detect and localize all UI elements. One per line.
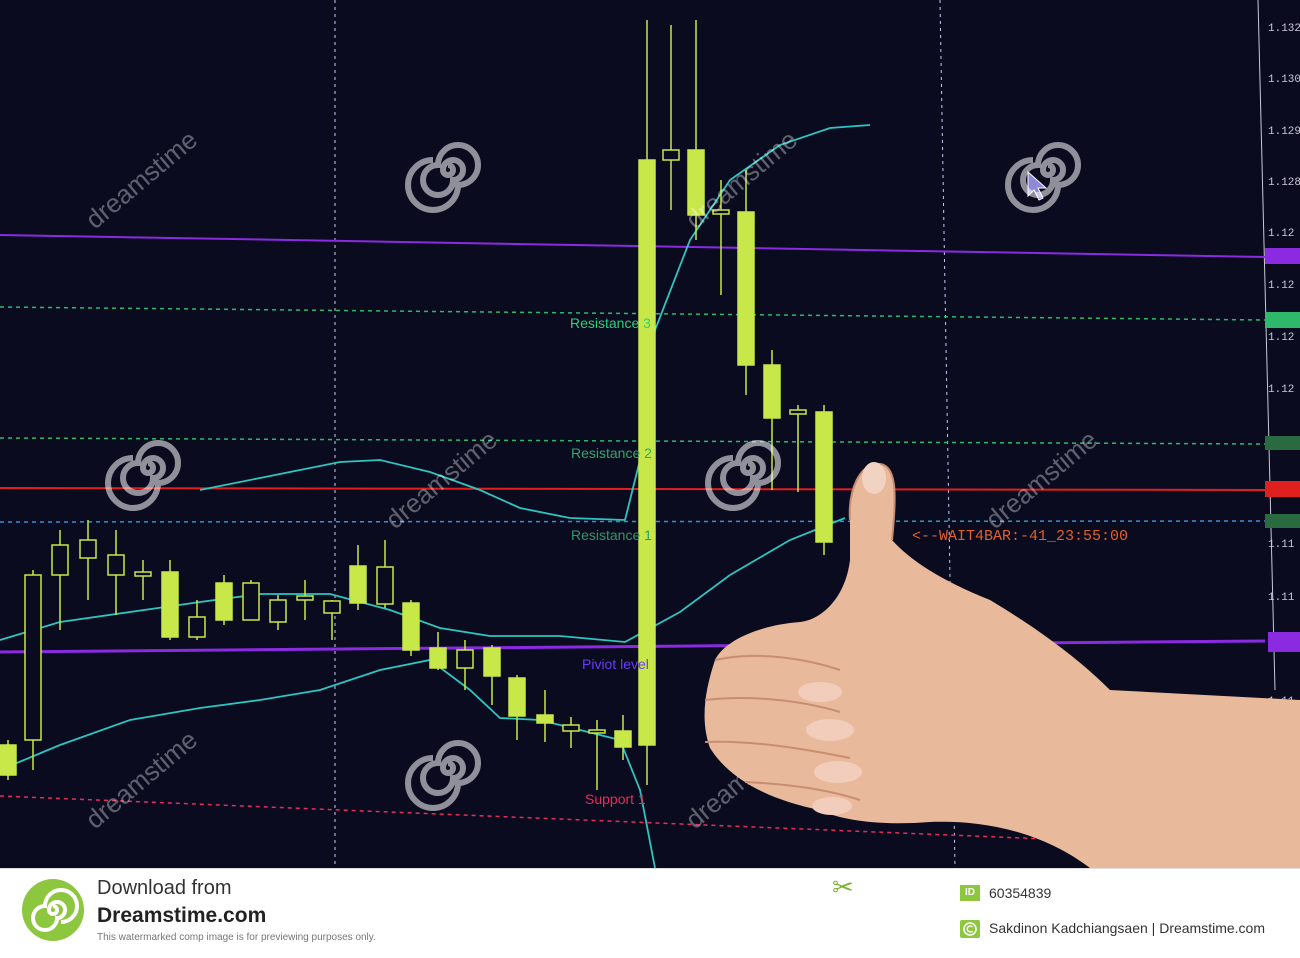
candle-body — [349, 565, 367, 604]
bollinger-middle-band — [0, 517, 846, 643]
candle-body — [687, 149, 705, 216]
resistance-1-line — [0, 520, 1266, 523]
price-tick-label: 1.129 — [1268, 126, 1300, 138]
candle-body — [536, 714, 554, 724]
watermark-spiral-icon — [405, 740, 481, 811]
candle-body — [269, 599, 287, 623]
watermark-spiral-icon — [105, 440, 181, 511]
watermark-text: dreamstime — [80, 724, 203, 834]
site-name-label[interactable]: Dreamstime.com — [97, 904, 267, 927]
price-tick-label: 1.12 — [1268, 332, 1294, 344]
scissors-icon: ✂ — [832, 872, 854, 902]
candle-body — [712, 209, 730, 215]
price-tick-label: 1.12 — [1268, 228, 1294, 240]
price-chart: Resistance 3 Resistance 2 Resistance 1 P… — [0, 0, 1300, 868]
price-tick-label: 1.132 — [1268, 23, 1300, 35]
watermark-spiral-icon — [405, 142, 481, 213]
price-tick-label: 1.130 — [1268, 74, 1300, 86]
candle-body — [215, 582, 233, 621]
bollinger-upper-band — [199, 124, 871, 521]
candle-body — [376, 566, 394, 605]
candle-body — [107, 554, 125, 576]
watermark-text: dreamstime — [80, 124, 203, 234]
price-scale-border — [1257, 0, 1276, 691]
support-1-line — [0, 795, 1266, 849]
candle-body — [508, 677, 526, 717]
download-from-label: Download from — [97, 877, 232, 899]
candle-body — [815, 411, 833, 543]
trading-screen: Resistance 3 Resistance 2 Resistance 1 P… — [0, 0, 1300, 868]
candle-body — [296, 595, 314, 601]
candle-body — [763, 364, 781, 419]
candle-body — [456, 649, 474, 669]
candle-body — [483, 647, 501, 677]
watermark-text: dreamstime — [980, 424, 1103, 534]
price-tag-pivot — [1268, 632, 1300, 652]
candle-body — [51, 544, 69, 576]
watermark-text: dreamstime — [380, 424, 503, 534]
price-tag-red — [1265, 481, 1300, 497]
price-tag-purple — [1265, 248, 1300, 264]
pivot-level-line — [0, 639, 1266, 654]
id-badge-icon: ID — [960, 885, 980, 901]
candle-body — [242, 582, 260, 621]
price-tag-dark-green — [1265, 436, 1300, 450]
resistance-3-label: Resistance 3 — [570, 315, 651, 331]
candle-body — [429, 647, 447, 669]
resistance-2-line — [0, 437, 1266, 445]
price-tick-label: 1.128 — [1268, 177, 1300, 189]
candle-body — [323, 600, 341, 614]
candle-body — [0, 744, 17, 776]
candle-body — [79, 539, 97, 559]
candle-body — [737, 211, 755, 366]
price-tag-green — [1265, 312, 1300, 328]
candle-body — [161, 571, 179, 638]
pivot-level-label: Piviot level — [582, 656, 649, 672]
thumbs-up-hand-icon — [704, 462, 1300, 868]
candlesticks — [0, 20, 833, 790]
stock-photo-footer — [0, 868, 1300, 958]
image-id-number: 60354839 — [989, 885, 1052, 901]
copyright-icon — [960, 920, 980, 938]
bollinger-lower-band — [0, 659, 656, 868]
candle-body — [638, 159, 656, 746]
resistance-1-label: Resistance 1 — [571, 527, 652, 543]
resistance-3-line — [0, 306, 1266, 321]
price-tag-dark-green-2 — [1265, 514, 1300, 528]
resistance-2-label: Resistance 2 — [571, 445, 652, 461]
candle-body — [24, 574, 42, 741]
price-tick-label: 1.12 — [1268, 384, 1294, 396]
candle-body — [188, 616, 206, 638]
candle-body — [588, 729, 606, 734]
watermark-spiral-icon — [705, 440, 781, 511]
price-tick-label: 1.11 — [1268, 539, 1295, 551]
wait-for-bar-readout: <--WAIT4BAR:-41_23:55:00 — [912, 528, 1128, 545]
candle-body — [562, 724, 580, 732]
preview-note: This watermarked comp image is for previ… — [97, 932, 376, 943]
dreamstime-logo-icon — [22, 879, 84, 941]
candle-body — [134, 571, 152, 577]
candle-body — [662, 149, 680, 161]
purple-level-line — [0, 234, 1266, 258]
watermark-spiral-icon — [1005, 142, 1081, 213]
candle-body — [402, 602, 420, 651]
price-tick-label: 1.11 — [1268, 592, 1295, 604]
photographer-credit[interactable]: Sakdinon Kadchiangsaen | Dreamstime.com — [989, 920, 1266, 936]
support-1-label: Support 1 — [585, 791, 646, 807]
candle-body — [789, 409, 807, 415]
price-tick-label: 1.12 — [1268, 280, 1294, 292]
candle-body — [614, 730, 632, 748]
